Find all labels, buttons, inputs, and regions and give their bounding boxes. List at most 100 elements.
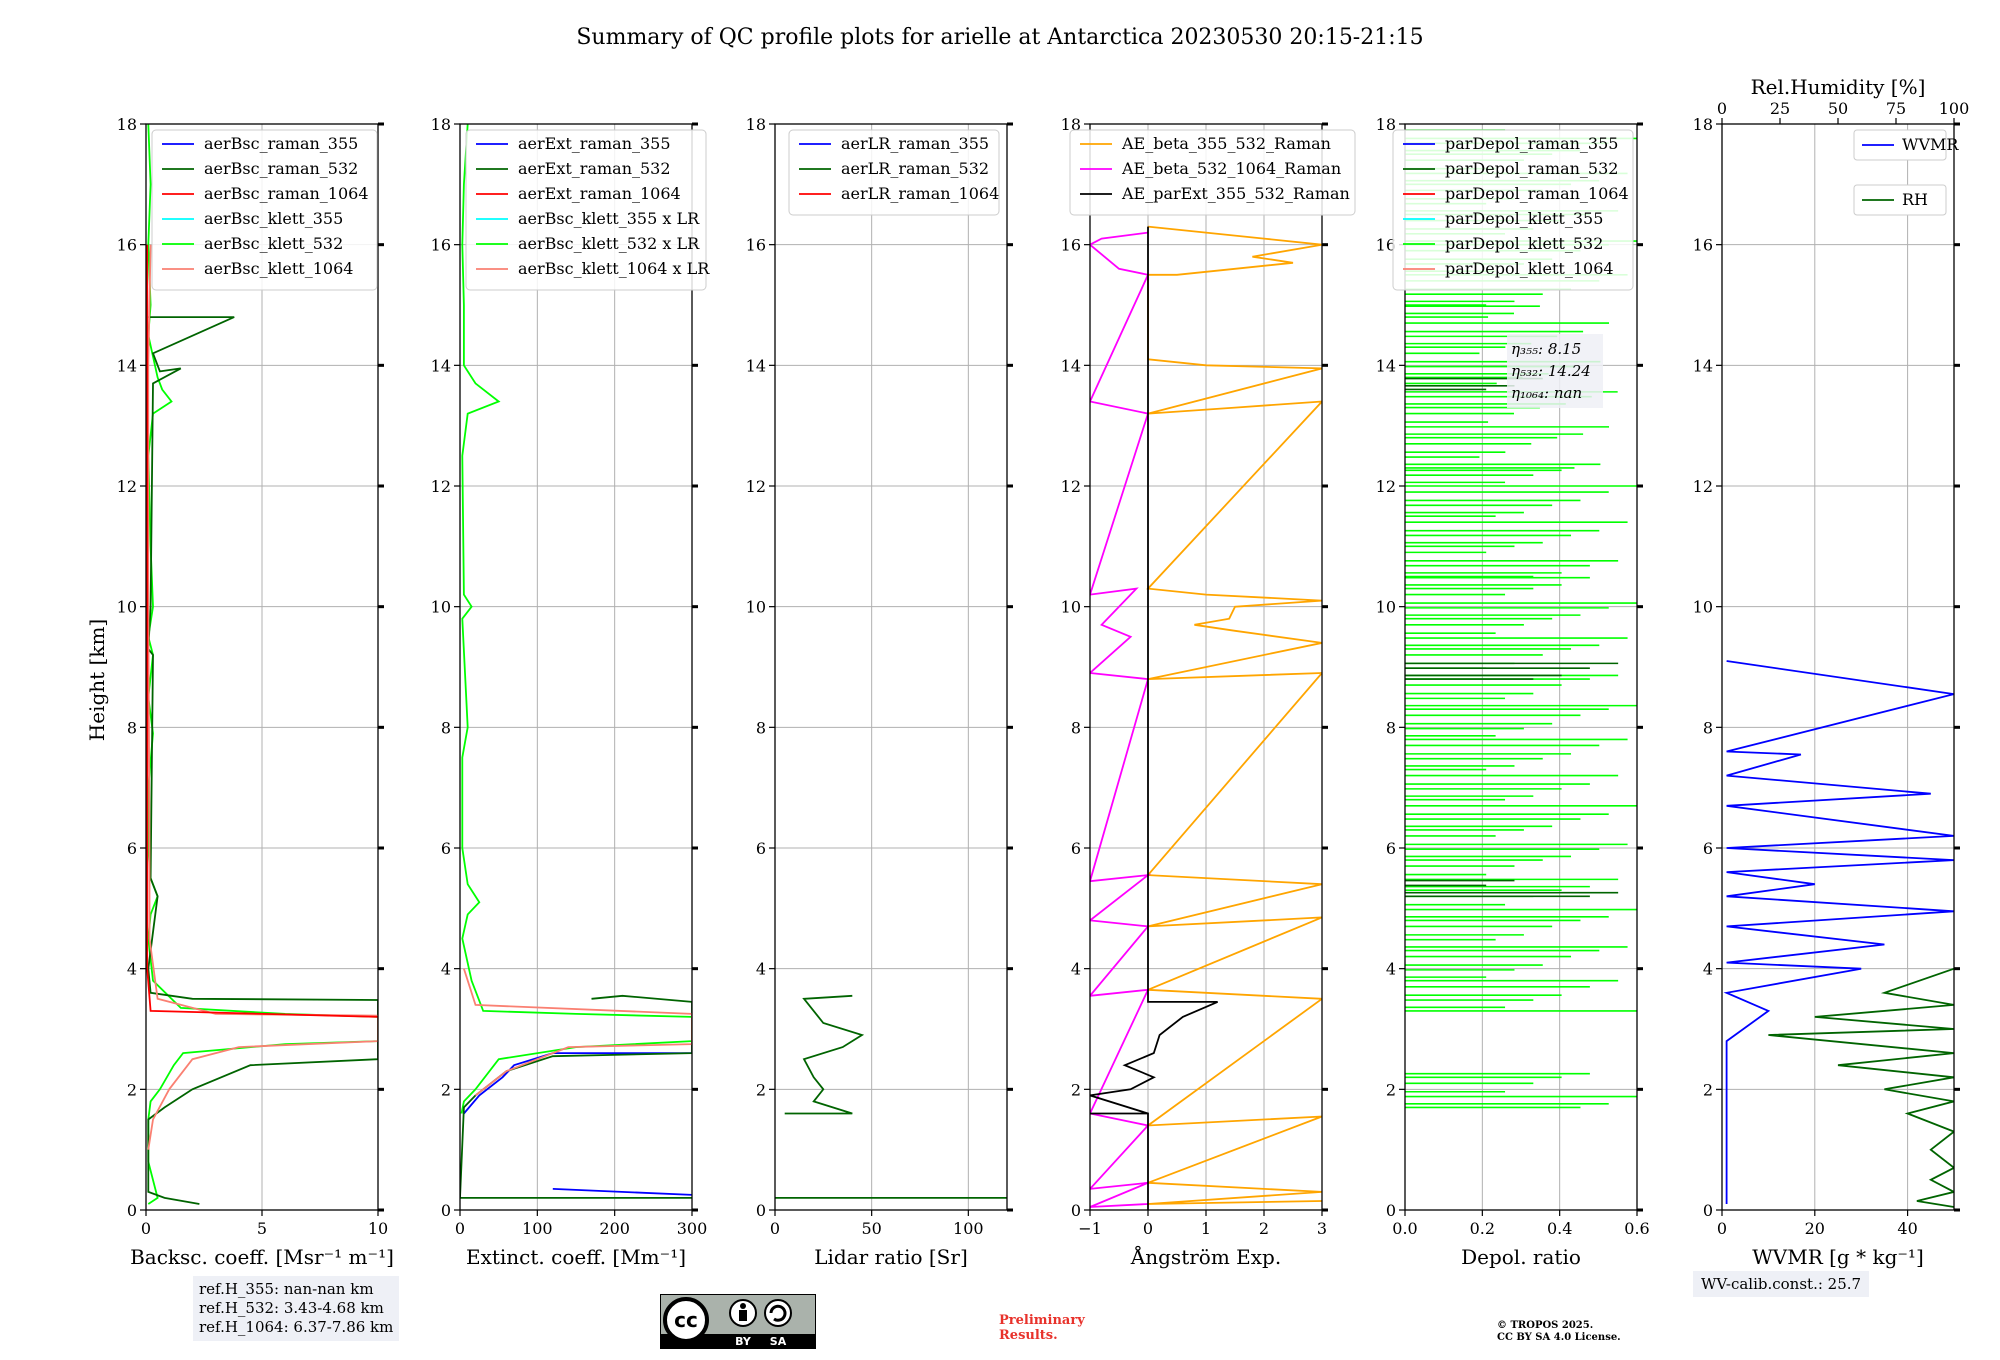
- eta-value: η₃₅₅: 8.15: [1511, 340, 1581, 358]
- top-xtick-label: 75: [1886, 99, 1906, 118]
- x-axis-label: WVMR [g * kg⁻¹]: [1752, 1245, 1924, 1269]
- ytick-label: 4: [1386, 960, 1396, 979]
- legend-box: [1069, 129, 1356, 216]
- series-AE_beta_355_532_Raman: [1145, 225, 1322, 1205]
- ytick-label: 2: [441, 1080, 451, 1099]
- preliminary-results-note: Preliminary Results.: [999, 1313, 1085, 1343]
- legend-label: AE_beta_532_1064_Raman: [1121, 159, 1341, 178]
- wv-calibration-constant: WV-calib.const.: 25.7: [1693, 1271, 1870, 1297]
- xtick-label: 0: [455, 1219, 465, 1238]
- ytick-label: 8: [1071, 718, 1081, 737]
- panel-frame: [1404, 123, 1638, 1211]
- legend-label: WVMR: [1902, 135, 1959, 154]
- ytick-label: 10: [431, 598, 451, 617]
- ytick-label: 12: [1061, 477, 1081, 496]
- y-axis-label: Height [km]: [85, 619, 109, 741]
- series-aerExt_raman_532: [460, 994, 692, 1199]
- eta-value: η₅₃₂: 14.24: [1511, 362, 1591, 380]
- ytick-label: 16: [1376, 236, 1396, 255]
- xtick-label: 0.6: [1624, 1219, 1649, 1238]
- legend-box: [1853, 184, 1947, 216]
- series-group: [775, 994, 1007, 1199]
- series-AE_beta_532_1064_Raman: [1090, 231, 1152, 1208]
- xtick-label: 0: [141, 1219, 151, 1238]
- copyright-line-2: CC BY SA 4.0 License.: [1497, 1332, 1621, 1343]
- legend-label: aerBsc_raman_1064: [204, 184, 369, 203]
- ytick-label: 14: [431, 356, 451, 375]
- ytick-label: 4: [127, 960, 137, 979]
- xtick-label: 2: [1259, 1219, 1269, 1238]
- series-RH: [1768, 967, 1954, 1208]
- ytick-label: 6: [1703, 839, 1713, 858]
- legend-label: aerBsc_klett_355 x LR: [518, 209, 700, 228]
- ytick-label: 12: [431, 477, 451, 496]
- ytick-label: 8: [756, 718, 766, 737]
- legend-label: parDepol_klett_532: [1445, 234, 1603, 253]
- series-aerBsc_raman_1064: [146, 244, 378, 1018]
- series-group: [1723, 660, 1954, 1208]
- x-axis-label: Extinct. coeff. [Mm⁻¹]: [466, 1245, 686, 1269]
- legend-label: RH: [1902, 190, 1928, 209]
- xtick-label: 10: [368, 1219, 388, 1238]
- ytick-label: 6: [1386, 839, 1396, 858]
- ytick-label: 4: [756, 960, 766, 979]
- legend-label: aerBsc_klett_1064: [204, 259, 353, 278]
- xtick-label: 5: [257, 1219, 267, 1238]
- preliminary-line-1: Preliminary: [999, 1313, 1085, 1328]
- legend-label: aerBsc_klett_1064 x LR: [518, 259, 710, 278]
- xtick-label: 300: [677, 1219, 708, 1238]
- ytick-label: 18: [431, 115, 451, 134]
- ref-h-532: ref.H_532: 3.43-4.68 km: [199, 1299, 384, 1317]
- ytick-label: 10: [1061, 598, 1081, 617]
- ytick-label: 12: [1376, 477, 1396, 496]
- ytick-label: 6: [1071, 839, 1081, 858]
- series-aerExt_raman_355: [463, 1052, 692, 1115]
- top-xtick-label: 25: [1770, 99, 1790, 118]
- ref-h-1064: ref.H_1064: 6.37-7.86 km: [199, 1318, 394, 1336]
- ytick-label: 8: [1386, 718, 1396, 737]
- legend-label: parDepol_raman_1064: [1445, 184, 1629, 203]
- xtick-label: 3: [1317, 1219, 1327, 1238]
- xtick-label: −1: [1078, 1219, 1102, 1238]
- series-aerLR_raman_532: [784, 994, 865, 1115]
- x-axis-label: Backsc. coeff. [Msr⁻¹ m⁻¹]: [130, 1245, 394, 1269]
- legend-label: aerExt_raman_532: [518, 159, 671, 178]
- ytick-label: 8: [1703, 718, 1713, 737]
- svg-text:cc: cc: [674, 1308, 698, 1332]
- series-aerBsc_raman_532: [147, 316, 378, 1205]
- figure-title: Summary of QC profile plots for arielle …: [576, 25, 1423, 50]
- xtick-label: 1: [1201, 1219, 1211, 1238]
- copyright-note: © TROPOS 2025. CC BY SA 4.0 License.: [1497, 1320, 1621, 1344]
- legend-label: aerExt_raman_355: [518, 134, 671, 153]
- xtick-label: 0.0: [1392, 1219, 1417, 1238]
- panel-bsc: 0 2 4 6 8 10 12 14 16 18 0 5 10 Backsc. coeff. [Msr⁻¹…: [117, 115, 394, 1269]
- ytick-label: 12: [117, 477, 137, 496]
- xtick-label: 50: [861, 1219, 881, 1238]
- ytick-label: 16: [1061, 236, 1081, 255]
- legend-label: parDepol_raman_532: [1445, 159, 1618, 178]
- top-xtick-label: 0: [1717, 99, 1727, 118]
- panel-ext: 0 2 4 6 8 10 12 14 16 18 0 100 200 300 Extinct. coeff.…: [431, 115, 711, 1269]
- ytick-label: 0: [441, 1201, 451, 1220]
- eta-box: [1507, 334, 1603, 408]
- ytick-label: 8: [441, 718, 451, 737]
- ytick-label: 8: [127, 718, 137, 737]
- series-aerBsc_klett_532 x LR: [460, 124, 692, 1114]
- ytick-label: 18: [1376, 115, 1396, 134]
- ytick-label: 10: [1693, 598, 1713, 617]
- ytick-label: 0: [1071, 1201, 1081, 1220]
- x-axis-label: Ångström Exp.: [1130, 1244, 1281, 1269]
- panel-frame: [459, 123, 693, 1211]
- xtick-label: 0: [770, 1219, 780, 1238]
- legend-label: aerBsc_klett_355: [204, 209, 343, 228]
- reference-height-box: ref.H_355: nan-nan km ref.H_532: 3.43-4.…: [193, 1276, 400, 1341]
- series-aerExt_raman_355 low: [552, 1188, 692, 1196]
- ytick-label: 4: [1703, 960, 1713, 979]
- legend-label: parDepol_klett_1064: [1445, 259, 1614, 278]
- eta-value: η₁₀₆₄: nan: [1511, 384, 1582, 402]
- series-group: [146, 124, 378, 1205]
- ytick-label: 14: [1061, 356, 1081, 375]
